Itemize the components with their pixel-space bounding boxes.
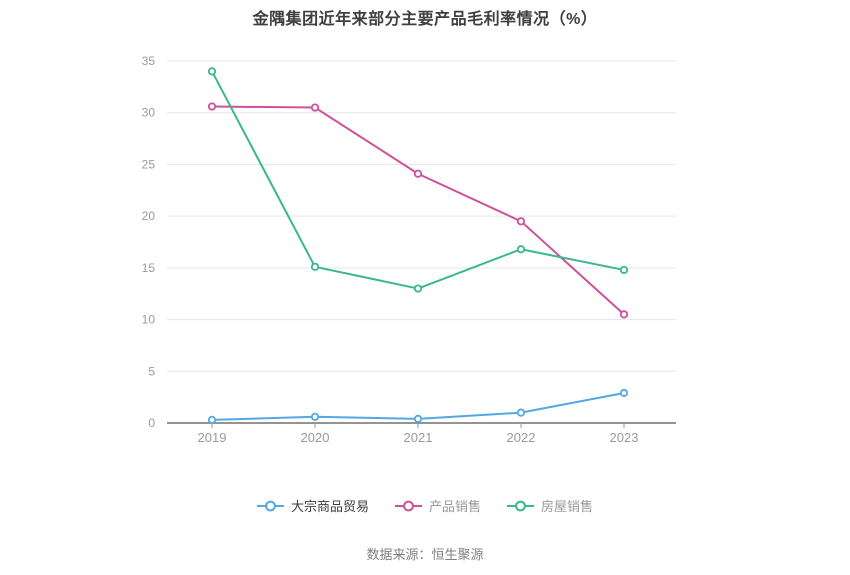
legend-label: 大宗商品贸易: [290, 499, 369, 514]
y-tick-label: 30: [142, 106, 156, 120]
data-point[interactable]: [207, 102, 217, 111]
y-tick-label: 35: [142, 54, 156, 68]
data-point[interactable]: [516, 408, 526, 417]
data-point[interactable]: [516, 217, 526, 226]
legend-line-marker-icon: [256, 499, 284, 513]
data-point[interactable]: [310, 262, 320, 271]
data-point[interactable]: [413, 169, 423, 178]
x-tick-label: 2020: [301, 430, 330, 445]
data-point[interactable]: [619, 265, 629, 275]
legend-line-marker-icon: [394, 499, 422, 513]
y-tick-label: 5: [148, 364, 155, 378]
legend-item-2[interactable]: 房屋销售: [507, 496, 593, 515]
data-point[interactable]: [619, 388, 629, 398]
y-tick-label: 15: [142, 261, 156, 275]
y-tick-label: 25: [142, 157, 156, 171]
y-tick-label: 10: [142, 313, 156, 327]
legend-item-1[interactable]: 产品销售: [394, 496, 481, 515]
data-point[interactable]: [413, 284, 423, 293]
data-point[interactable]: [516, 245, 526, 254]
data-point[interactable]: [619, 310, 629, 319]
legend-line-marker-icon: [507, 499, 534, 513]
x-tick-label: 2021: [404, 430, 433, 445]
series-line-1: [211, 105, 625, 316]
legend-label: 产品销售: [428, 499, 481, 514]
chart-title: 金隅集团近年来部分主要产品毛利率情况（%）: [252, 11, 598, 28]
data-point[interactable]: [310, 412, 320, 421]
data-point[interactable]: [413, 414, 423, 423]
legend-label: 房屋销售: [541, 499, 594, 514]
y-tick-label: 0: [148, 416, 155, 430]
data-point[interactable]: [207, 415, 217, 424]
series-line-2: [211, 70, 625, 290]
chart-legend: 大宗商品贸易 产品销售 房屋销售: [0, 496, 850, 515]
legend-item-0[interactable]: 大宗商品贸易: [256, 496, 369, 515]
x-tick-label: 2022: [507, 430, 536, 445]
data-point[interactable]: [310, 103, 320, 112]
data-point[interactable]: [207, 67, 217, 76]
line-chart-canvas: 0 5 10 15 20 25 30 35 2019 2020 2021 2022 2023: [142, 54, 676, 445]
data-source-note: 数据来源：恒生聚源: [366, 547, 484, 562]
x-tick-label: 2023: [610, 430, 639, 445]
y-tick-label: 20: [142, 209, 156, 223]
x-tick-label: 2019: [198, 430, 227, 445]
